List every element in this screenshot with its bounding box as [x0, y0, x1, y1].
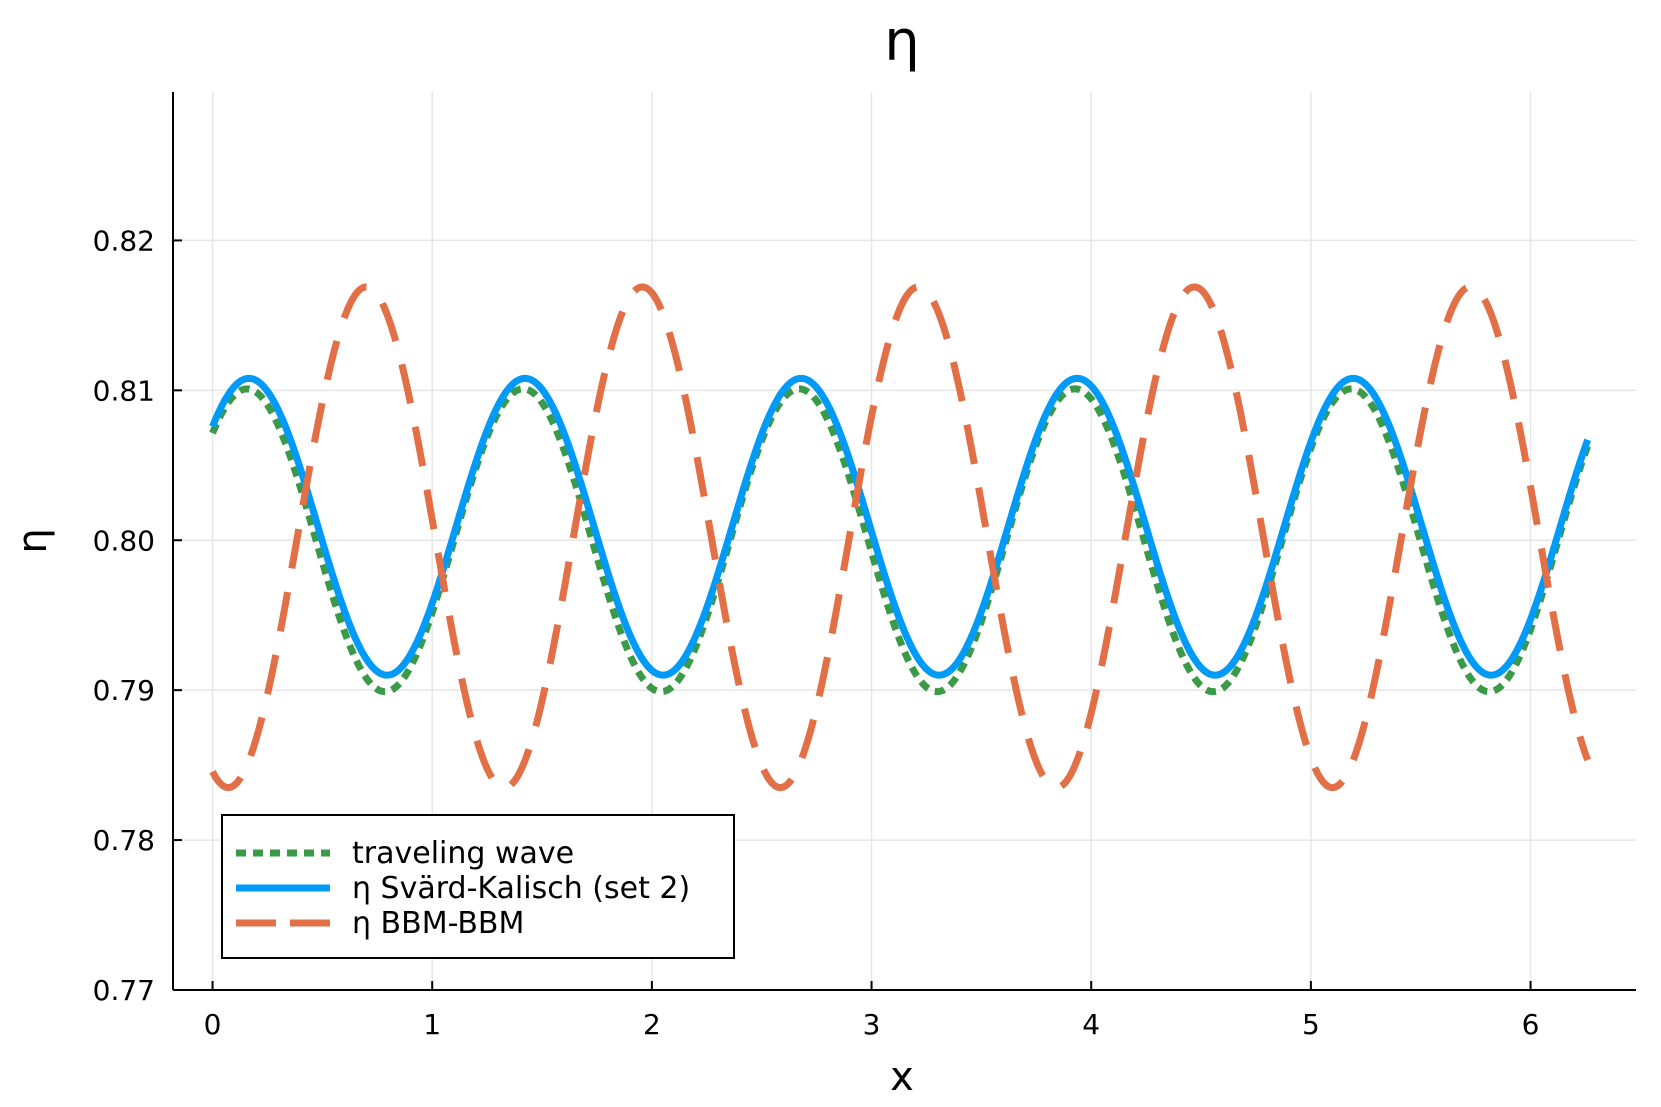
x-tick-label: 2 [643, 1008, 661, 1041]
legend-label: η Svärd-Kalisch (set 2) [352, 871, 690, 906]
y-tick-label: 0.78 [93, 824, 155, 857]
series-line-bbm-bbm [209, 283, 1591, 792]
y-tick-label: 0.77 [93, 974, 155, 1007]
x-tick-label: 6 [1522, 1008, 1540, 1041]
y-tick-label: 0.81 [93, 374, 155, 407]
legend-label: traveling wave [352, 836, 574, 871]
y-tick-label: 0.79 [93, 674, 155, 707]
y-axis-title: η [10, 528, 56, 553]
y-tick-label: 0.80 [93, 524, 155, 557]
legend-label: η BBM-BBM [352, 906, 524, 941]
x-tick-label: 5 [1302, 1008, 1320, 1041]
chart-title: η [884, 9, 920, 74]
series-layer [209, 283, 1591, 792]
grid-lines [173, 92, 1636, 991]
x-tick-label: 3 [863, 1008, 881, 1041]
x-tick-label: 4 [1082, 1008, 1100, 1041]
y-tick-label: 0.82 [93, 224, 155, 257]
x-tick-label: 0 [204, 1008, 222, 1041]
x-axis-title: x [890, 1054, 914, 1100]
axis-ticks: 0 1 2 3 4 5 6 0.77 0.78 0.79 0.80 0.81 0.82 [93, 224, 1540, 1041]
x-tick-label: 1 [423, 1008, 441, 1041]
